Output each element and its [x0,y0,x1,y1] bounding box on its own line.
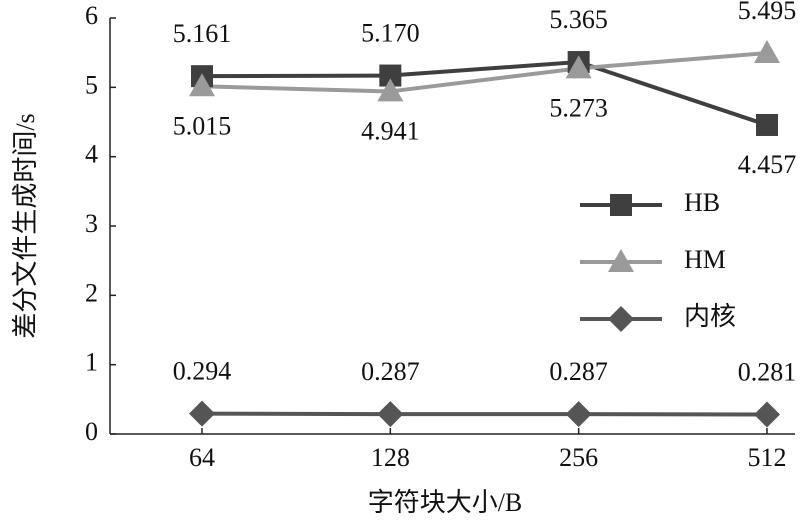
y-tick-label: 0 [85,417,98,446]
value-label: 0.281 [738,357,797,386]
marker [754,401,780,428]
value-label: 0.287 [361,357,420,386]
y-tick-label: 2 [85,278,98,307]
marker [379,64,402,87]
value-label: 4.457 [738,150,797,179]
value-label: 5.273 [549,93,608,122]
x-tick-label: 256 [559,443,598,472]
value-label: 5.170 [361,19,420,48]
series-line [201,51,768,94]
marker [189,400,215,427]
marker [377,401,404,428]
marker [756,113,778,136]
marker [377,78,404,102]
y-tick-label: 6 [85,1,98,30]
value-label: 5.495 [738,0,797,25]
x-tick-label: 512 [748,443,787,472]
legend-label: HM [684,245,726,274]
series-line [201,411,768,417]
marker [565,401,592,428]
y-tick-label: 5 [85,70,98,99]
x-axis-label: 字符块大小/B [368,488,523,517]
value-label: 5.015 [173,111,232,140]
marker [754,40,780,64]
x-tick-label: 128 [371,443,410,472]
y-tick-label: 1 [85,348,98,377]
value-label: 4.941 [361,116,420,145]
y-tick-label: 4 [85,140,98,169]
legend-label: 内核 [684,302,736,331]
y-tick-label: 3 [85,209,98,238]
marker [565,55,592,79]
legend-label: HB [684,188,720,217]
y-axis-label: 差分文件生成时间/s [11,113,40,338]
x-tick-label: 64 [189,443,215,472]
marker [608,306,634,332]
value-label: 0.287 [549,357,608,386]
series-line [201,60,768,127]
value-label: 5.365 [549,5,608,34]
marker [189,73,215,97]
marker [610,194,632,216]
marker [608,249,634,272]
value-label: 0.294 [173,357,232,386]
value-label: 5.161 [173,19,232,48]
